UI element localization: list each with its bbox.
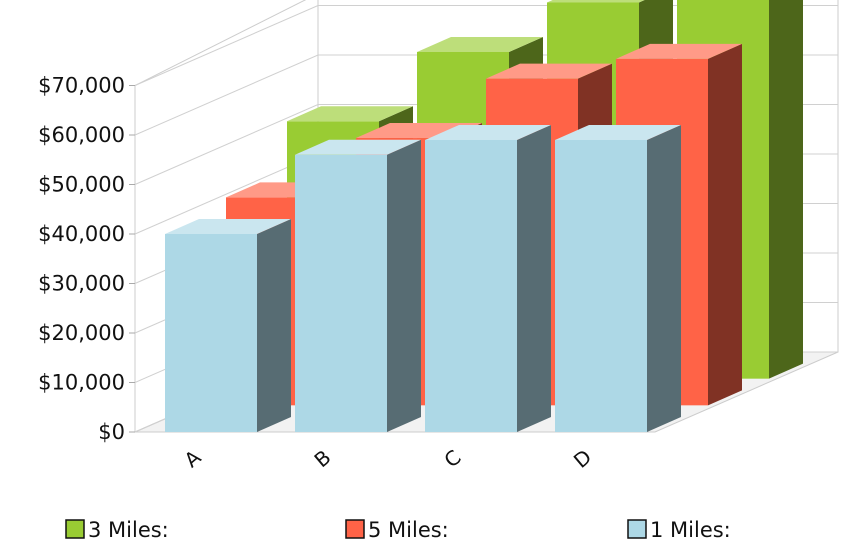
chart-legend: 3 Miles: 5 Miles: 1 Miles: xyxy=(65,518,731,542)
bar xyxy=(425,124,551,432)
x-tick-label: B xyxy=(310,445,336,472)
chart-bars xyxy=(165,0,803,433)
y-tick-label: $70,000 xyxy=(38,74,125,98)
legend-label: 3 Miles: xyxy=(88,518,169,542)
bar-top-face xyxy=(616,43,742,59)
legend-item: 1 Miles: xyxy=(627,518,731,542)
bar-side-face xyxy=(517,124,551,432)
bar-top-face xyxy=(486,63,612,79)
bar-top-face xyxy=(425,124,551,140)
bar-front-face xyxy=(425,139,517,432)
bar-front-face xyxy=(165,234,257,432)
legend-swatch xyxy=(65,519,85,539)
bar-front-face xyxy=(555,139,647,432)
chart-axes: $0 $10,000 $20,000 $30,000 $40,000 $50,000 $60… xyxy=(38,74,596,473)
bar-top-face xyxy=(417,36,543,52)
bar-top-face xyxy=(547,0,645,3)
legend-swatch xyxy=(627,519,647,539)
bar xyxy=(555,124,681,432)
y-tick-label: $10,000 xyxy=(38,371,125,395)
legend-label: 5 Miles: xyxy=(368,518,449,542)
y-tick-label: $60,000 xyxy=(38,123,125,147)
legend-item: 5 Miles: xyxy=(345,518,449,542)
y-tick-label: $40,000 xyxy=(38,222,125,246)
legend-swatch xyxy=(345,519,365,539)
bar-top-face xyxy=(555,124,681,140)
legend-item: 3 Miles: xyxy=(65,518,169,542)
legend-label: 1 Miles: xyxy=(650,518,731,542)
bar-top-face xyxy=(287,106,413,122)
bar-side-face xyxy=(387,139,421,433)
bar-side-face xyxy=(647,124,681,432)
x-tick-label: A xyxy=(180,445,206,472)
bar-side-face xyxy=(257,219,291,432)
x-tick-label: D xyxy=(569,444,596,472)
x-tick-label: C xyxy=(439,445,465,472)
bar-top-face xyxy=(295,139,421,155)
y-tick-label: $50,000 xyxy=(38,173,125,197)
y-tick-label: $0 xyxy=(98,420,125,444)
bar-front-face xyxy=(295,154,387,433)
bar-side-face xyxy=(769,0,803,379)
y-tick-label: $20,000 xyxy=(38,321,125,345)
y-tick-label: $30,000 xyxy=(38,272,125,296)
bar xyxy=(295,139,421,433)
bar-top-face xyxy=(165,219,291,234)
bar-side-face xyxy=(708,43,742,406)
bar xyxy=(165,219,291,432)
